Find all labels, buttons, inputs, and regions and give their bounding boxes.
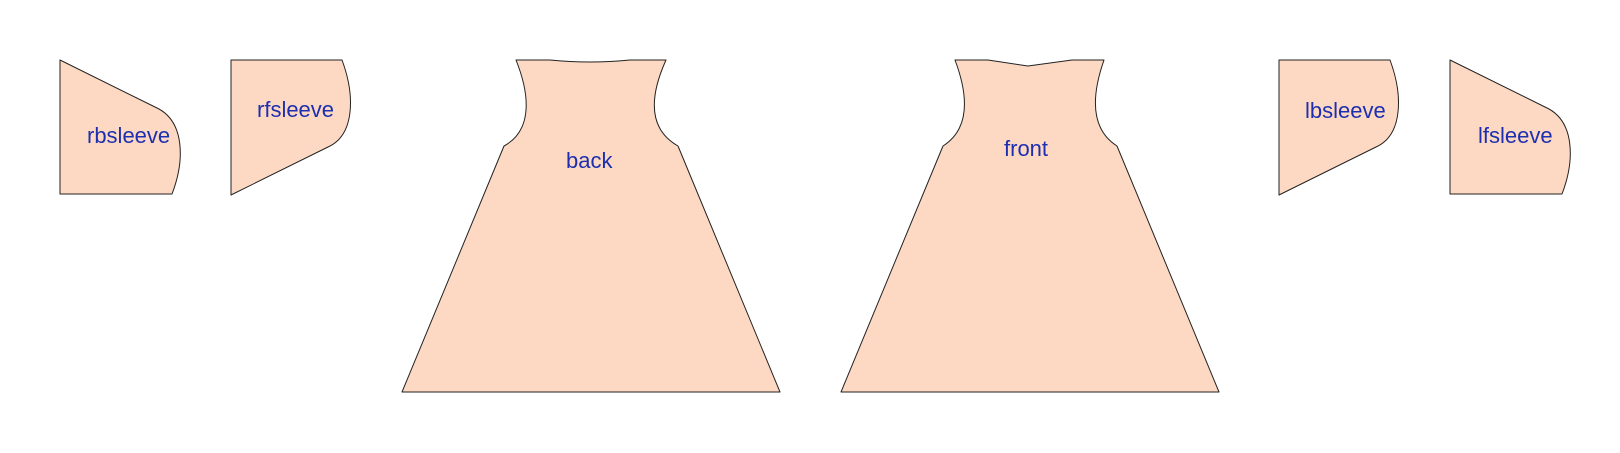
piece-rbsleeve: rbsleeve <box>59 59 181 195</box>
rfsleeve-outline <box>230 59 351 196</box>
front-label: front <box>1004 136 1048 161</box>
rbsleeve-label: rbsleeve <box>87 123 170 148</box>
lfsleeve-outline <box>1449 59 1571 195</box>
rfsleeve-label: rfsleeve <box>257 97 334 122</box>
lfsleeve-label: lfsleeve <box>1478 123 1553 148</box>
lbsleeve-outline <box>1278 59 1399 196</box>
lbsleeve-label: lbsleeve <box>1305 98 1386 123</box>
piece-front: front <box>840 59 1220 393</box>
back-outline <box>401 59 781 393</box>
front-outline <box>840 59 1220 393</box>
piece-lbsleeve: lbsleeve <box>1278 59 1399 196</box>
piece-lfsleeve: lfsleeve <box>1449 59 1571 195</box>
back-label: back <box>566 148 613 173</box>
piece-back: back <box>401 59 781 393</box>
piece-rfsleeve: rfsleeve <box>230 59 351 196</box>
rbsleeve-outline <box>59 59 181 195</box>
